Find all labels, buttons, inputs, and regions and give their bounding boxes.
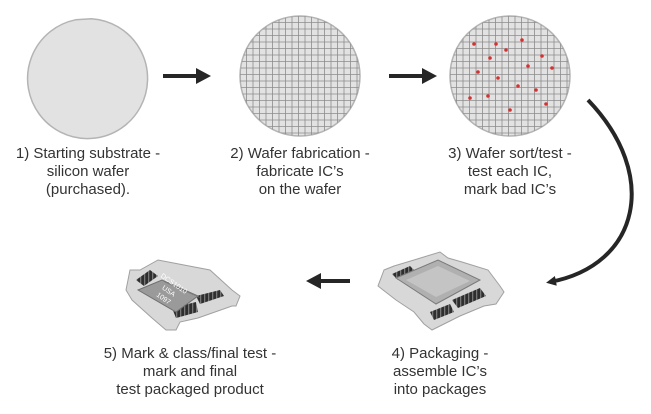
bad-ic-marker [516, 84, 520, 88]
arrow-step2-to-step3 [389, 68, 437, 84]
bad-ic-marker [520, 38, 524, 42]
arrow-step4-to-step5 [306, 273, 350, 289]
step-4-caption: 4) Packaging - assemble IC’s into packag… [392, 345, 489, 398]
step-2-caption: 2) Wafer fabrication - fabricate IC’s on… [230, 145, 370, 198]
step-3-line-3: mark bad IC’s [464, 181, 556, 198]
arrow-step1-to-step2 [163, 68, 211, 84]
step-3-caption: 3) Wafer sort/test - test each IC, mark … [448, 145, 572, 198]
step-5-line-2: mark and final [143, 363, 237, 380]
bad-ic-marker [486, 94, 490, 98]
bad-ic-marker [472, 42, 476, 46]
bad-ic-marker [508, 108, 512, 112]
step-4-line-2: assemble IC’s [393, 363, 487, 380]
silicon-wafer-blank [26, 17, 149, 140]
bad-ic-marker [526, 64, 530, 68]
step-4-line-1: 4) Packaging - [392, 345, 489, 362]
step-1-line-2: silicon wafer [47, 163, 130, 180]
bad-ic-marker [534, 88, 538, 92]
step-4-line-3: into packages [394, 381, 487, 398]
step-1-line-3: (purchased). [46, 181, 130, 198]
step-2-line-1: 2) Wafer fabrication - [230, 145, 370, 162]
bad-ic-marker [550, 66, 554, 70]
bad-ic-marker [468, 96, 472, 100]
step-3-line-1: 3) Wafer sort/test - [448, 145, 572, 162]
step-2-line-3: on the wafer [259, 181, 342, 198]
blank-ic-package [377, 251, 505, 331]
step-5-caption: 5) Mark & class/final test - mark and fi… [104, 345, 277, 398]
wafer-with-ic-grid [239, 15, 361, 137]
step-2-line-2: fabricate IC’s [256, 163, 343, 180]
bad-ic-marker [494, 42, 498, 46]
bad-ic-marker [544, 102, 548, 106]
bad-ic-marker [504, 48, 508, 52]
step-5-line-3: test packaged product [116, 381, 264, 398]
bad-ic-marker [496, 76, 500, 80]
bad-ic-marker [476, 70, 480, 74]
step-5-line-1: 5) Mark & class/final test - [104, 345, 277, 362]
step-1-line-1: 1) Starting substrate - [16, 145, 160, 162]
wafer-with-bad-ic-marks [449, 15, 571, 137]
bad-ic-marker [488, 56, 492, 60]
step-3-line-2: test each IC, [468, 163, 552, 180]
step-1-caption: 1) Starting substrate - silicon wafer (p… [16, 145, 160, 198]
bad-ic-marker [540, 54, 544, 58]
curved-arrow-step3-to-step4 [546, 98, 634, 286]
marked-ic-package: DCS1010 USA 1097 [125, 259, 241, 331]
